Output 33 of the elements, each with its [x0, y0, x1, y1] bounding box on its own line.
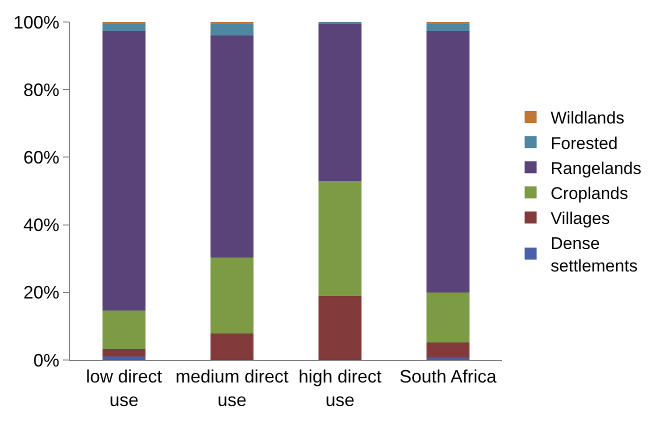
- bar: [426, 292, 470, 342]
- bar: [102, 310, 146, 349]
- bar: [210, 36, 254, 258]
- bar: [102, 356, 146, 360]
- legend-label: Forested: [550, 134, 618, 153]
- x-tick-label: high direct use: [298, 366, 382, 410]
- y-tick-label: 80%: [23, 80, 60, 100]
- y-tick-label: 60%: [23, 148, 60, 168]
- legend-label: Dense settlements: [550, 234, 638, 276]
- bar: [426, 342, 470, 358]
- bar: [318, 296, 362, 360]
- bar: [210, 334, 254, 360]
- x-tick-label: low direct use: [86, 366, 162, 410]
- bar: [426, 24, 470, 31]
- x-tick-label: medium direct use: [175, 366, 289, 410]
- bar: [318, 24, 362, 181]
- legend-label: Wildlands: [550, 108, 624, 128]
- legend-label: Rangelands: [550, 158, 642, 178]
- x-tick-label: South Africa: [399, 366, 498, 387]
- bar: [102, 348, 146, 357]
- bar: [102, 30, 146, 310]
- y-tick-label: 0%: [33, 350, 60, 370]
- bar: [210, 23, 254, 36]
- bar: [318, 180, 362, 296]
- bar: [102, 24, 146, 31]
- bar: [426, 30, 470, 293]
- bar: [210, 258, 254, 334]
- legend-label: Croplands: [550, 184, 628, 203]
- legend-label: Villages: [550, 209, 610, 228]
- y-tick-label: 40%: [23, 215, 60, 236]
- y-tick-label: 100%: [13, 12, 60, 32]
- bar: [426, 357, 470, 360]
- y-tick-label: 20%: [23, 282, 60, 303]
